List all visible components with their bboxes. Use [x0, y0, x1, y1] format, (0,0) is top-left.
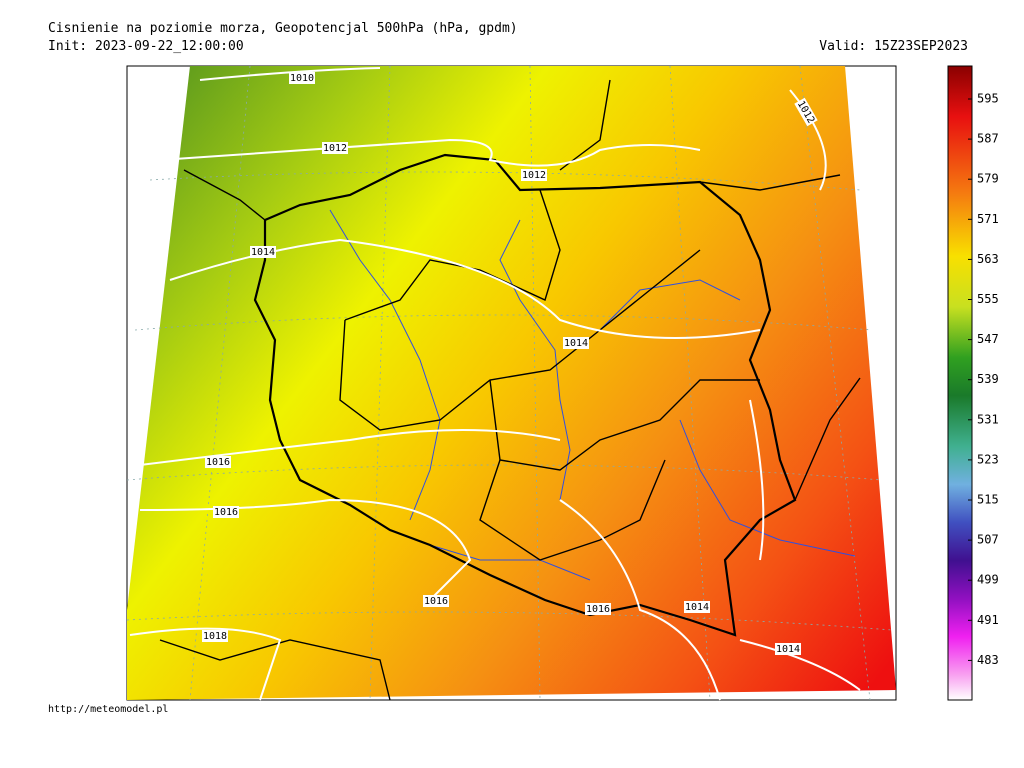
label-text: 1012 [323, 143, 347, 154]
isobar-label: 1016 [213, 506, 239, 518]
label-box [521, 169, 547, 181]
colorbar-label: 579 [977, 172, 999, 186]
label-box [202, 630, 228, 642]
colorbar-label: 539 [977, 372, 999, 386]
label-text: 1014 [685, 602, 709, 613]
init-time: Init: 2023-09-22_12:00:00 [48, 39, 244, 54]
isobar-label: 1014 [684, 601, 710, 613]
label-box [423, 595, 449, 607]
label-text: 1012 [522, 170, 546, 181]
map: 1010101210121012101410141016101610161018… [126, 65, 897, 701]
isobar-label: 1012 [322, 142, 348, 154]
isobar-label: 1018 [202, 630, 228, 642]
colorbar-label: 491 [977, 613, 999, 627]
colorbar-label: 483 [977, 653, 999, 667]
colorbar-label: 507 [977, 533, 999, 547]
label-text: 1016 [214, 507, 238, 518]
label-text: 1010 [290, 73, 314, 84]
label-box [250, 246, 276, 258]
colorbar-label: 531 [977, 412, 999, 426]
isobar-label: 1012 [521, 169, 547, 181]
isobar-label: 1016 [423, 595, 449, 607]
title: Cisnienie na poziomie morza, Geopotencja… [48, 21, 518, 36]
colorbar-label: 571 [977, 212, 999, 226]
colorbar [947, 65, 973, 701]
label-box [684, 601, 710, 613]
colorbar-label: 555 [977, 292, 999, 306]
pressure-field [127, 66, 896, 700]
region-borders [159, 79, 861, 701]
label-box [563, 337, 589, 349]
isobar-label: 1014 [563, 337, 589, 349]
colorbar-label: 499 [977, 573, 999, 587]
colorbar-label: 587 [977, 132, 999, 146]
label-text: 1016 [424, 596, 448, 607]
label-box [322, 142, 348, 154]
isobar-label: 1014 [775, 643, 801, 655]
label-box [585, 603, 611, 615]
valid-time: Valid: 15Z23SEP2023 [819, 39, 968, 54]
isobar-label: 1010 [289, 72, 315, 84]
source-link: http://meteomodel.pl [48, 704, 168, 715]
colorbar-labels: 595 587 579 571 563 555 547 539 531 523 515 507 499 4… [968, 92, 999, 667]
colorbar-label: 523 [977, 452, 999, 466]
isobar-label: 1016 [205, 456, 231, 468]
label-box [794, 97, 818, 127]
label-box [205, 456, 231, 468]
label-text: 1014 [564, 338, 588, 349]
label-text: 1014 [251, 247, 275, 258]
colorbar-label: 515 [977, 493, 999, 507]
colorbar-label: 563 [977, 252, 999, 266]
label-box [289, 72, 315, 84]
rivers [329, 209, 856, 581]
label-text: 1014 [776, 644, 800, 655]
label-box [775, 643, 801, 655]
label-box [213, 506, 239, 518]
colorbar-label: 595 [977, 92, 999, 106]
isobar-label: 1014 [250, 246, 276, 258]
colorbar-label: 547 [977, 332, 999, 346]
isobar-label: 1016 [585, 603, 611, 615]
country-border [253, 153, 797, 637]
label-text: 1018 [203, 631, 227, 642]
label-text: 1016 [206, 457, 230, 468]
isobar-labels: 1010101210121012101410141016101610161018… [202, 72, 818, 655]
label-text: 1016 [586, 604, 610, 615]
